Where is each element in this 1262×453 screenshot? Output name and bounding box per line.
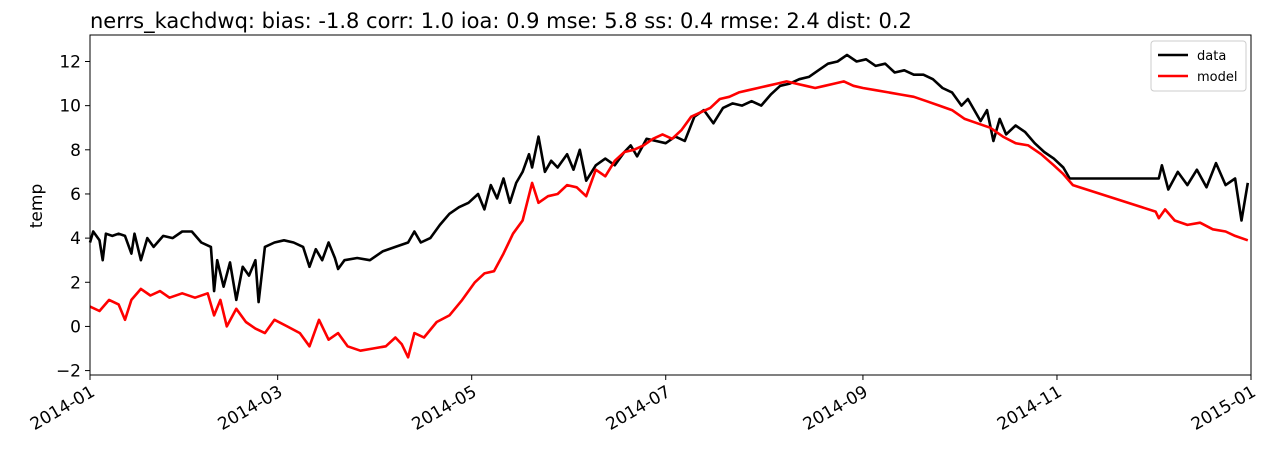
y-axis-label: temp <box>27 184 47 228</box>
x-tick-label: 2015-01 <box>1188 382 1260 435</box>
y-tick-label: 10 <box>59 97 81 117</box>
legend: data model <box>1150 40 1247 92</box>
y-tick-label: 0 <box>70 317 81 337</box>
legend-label-model: model <box>1197 70 1237 85</box>
y-tick-label: 4 <box>70 229 81 249</box>
legend-box <box>1150 40 1247 92</box>
y-tick-label: 2 <box>70 273 81 293</box>
x-tick-label: 2014-11 <box>994 382 1066 435</box>
plot-frame <box>89 34 1252 376</box>
x-tick-label: 2014-07 <box>603 382 675 435</box>
x-tick-label: 2014-03 <box>215 382 287 435</box>
y-tick-label: 6 <box>70 185 81 205</box>
y-axis: −2 0 2 4 6 8 10 12 <box>56 52 90 382</box>
x-tick-label: 2014-09 <box>800 382 872 435</box>
y-tick-label: −2 <box>56 362 81 382</box>
legend-label-data: data <box>1197 49 1226 64</box>
y-tick-label: 12 <box>59 52 81 72</box>
series-layer <box>88 53 1250 359</box>
series-model-line <box>89 80 1249 359</box>
series-data-line <box>88 53 1250 304</box>
x-tick-label: 2014-05 <box>409 382 481 435</box>
y-tick-label: 8 <box>70 141 81 161</box>
x-axis: 2014-01 2014-03 2014-05 2014-07 2014-09 2014-… <box>27 375 1260 435</box>
x-tick-label: 2014-01 <box>27 382 99 435</box>
chart-title: nerrs_kachdwq: bias: -1.8 corr: 1.0 ioa:… <box>90 9 912 34</box>
